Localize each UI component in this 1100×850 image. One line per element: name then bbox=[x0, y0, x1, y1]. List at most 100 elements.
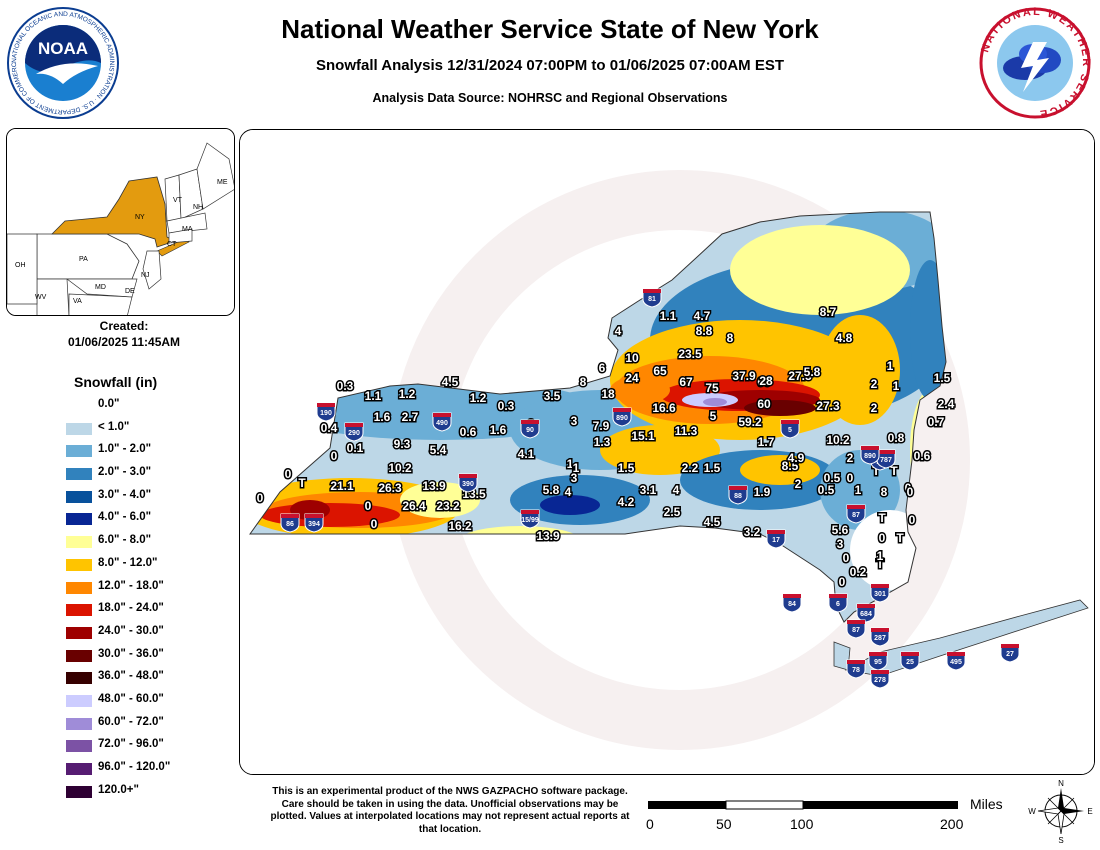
station-value: 0.3 bbox=[498, 399, 515, 413]
svg-text:WV: WV bbox=[35, 294, 47, 301]
legend-label: 30.0" - 36.0" bbox=[98, 647, 164, 660]
station-value: 1 bbox=[887, 359, 894, 373]
interstate-number: 87 bbox=[852, 512, 860, 519]
interstate-number: 6 bbox=[836, 601, 840, 608]
legend-swatch bbox=[66, 785, 92, 798]
station-value: 21.1 bbox=[330, 479, 354, 493]
interstate-shield-icon: 890 bbox=[612, 407, 632, 427]
legend-swatch bbox=[66, 717, 92, 730]
station-value: 75 bbox=[705, 381, 719, 395]
interstate-number: 490 bbox=[436, 420, 448, 427]
interstate-shield-icon: 5 bbox=[780, 419, 800, 439]
station-value: 2.7 bbox=[402, 410, 419, 424]
interstate-number: 88 bbox=[734, 493, 742, 500]
legend-label: 4.0" - 6.0" bbox=[98, 511, 152, 524]
compass-w: W bbox=[1028, 807, 1036, 816]
interstate-number: 287 bbox=[874, 635, 886, 642]
station-value: 0 bbox=[847, 471, 854, 485]
station-value: T bbox=[872, 464, 880, 478]
station-value: 1 bbox=[855, 483, 862, 497]
station-value: 0.6 bbox=[460, 425, 477, 439]
station-value: 4 bbox=[673, 483, 680, 497]
station-value: 1.5 bbox=[704, 461, 721, 475]
legend-swatch bbox=[66, 763, 92, 775]
station-value: 5 bbox=[710, 409, 717, 423]
station-value: 0.4 bbox=[321, 421, 338, 435]
legend-label: 6.0" - 8.0" bbox=[98, 534, 152, 547]
interstate-shield-icon: 15/99 bbox=[520, 509, 540, 529]
station-value: 8 bbox=[727, 331, 734, 345]
station-value: 2.2 bbox=[682, 461, 699, 475]
interstate-number: 15/99 bbox=[521, 517, 539, 524]
svg-text:VA: VA bbox=[73, 298, 82, 305]
legend-swatch bbox=[66, 740, 92, 753]
legend-label: 8.0" - 12.0" bbox=[98, 556, 158, 569]
station-value: 2 bbox=[871, 377, 878, 391]
interstate-number: 90 bbox=[526, 427, 534, 434]
station-value: 1.6 bbox=[490, 423, 507, 437]
interstate-shield-icon: 84 bbox=[782, 593, 802, 613]
station-value: 15.1 bbox=[631, 429, 655, 443]
station-value: T bbox=[298, 476, 306, 490]
legend-label: 12.0" - 18.0" bbox=[98, 579, 164, 592]
station-value: 27.5 bbox=[788, 369, 812, 383]
interstate-number: 27 bbox=[1006, 651, 1014, 658]
station-value: 65 bbox=[653, 364, 667, 378]
interstate-shield-icon: 278 bbox=[870, 669, 890, 689]
legend-label: 48.0" - 60.0" bbox=[98, 692, 164, 705]
station-value: 2.4 bbox=[938, 397, 955, 411]
noaa-logo: NATIONAL OCEANIC AND ATMOSPHERIC ADMINIS… bbox=[4, 1, 120, 120]
interstate-shield-icon: 90 bbox=[520, 419, 540, 439]
station-value: 2 bbox=[871, 401, 878, 415]
interstate-number: 25 bbox=[906, 659, 914, 666]
legend-title: Snowfall (in) bbox=[74, 374, 158, 390]
station-value: 4.5 bbox=[442, 375, 459, 389]
station-value: 1.3 bbox=[594, 435, 611, 449]
interstate-shield-icon: 287 bbox=[870, 627, 890, 647]
station-value: 1.7 bbox=[758, 435, 775, 449]
legend-label: 96.0" - 120.0" bbox=[98, 761, 171, 773]
interstate-shields: 81190290490908903908639415/9988879078789… bbox=[280, 288, 1020, 689]
interstate-shield-icon: 495 bbox=[946, 651, 966, 671]
svg-text:PA: PA bbox=[79, 256, 88, 263]
interstate-shield-icon: 95 bbox=[868, 651, 888, 671]
scale-unit-label: Miles bbox=[970, 796, 1003, 812]
station-value: 16.2 bbox=[448, 519, 472, 533]
interstate-number: 787 bbox=[880, 457, 892, 464]
station-value: 3 bbox=[571, 471, 578, 485]
station-value: 10.2 bbox=[826, 433, 850, 447]
station-value: 4.2 bbox=[618, 495, 635, 509]
analysis-period: Snowfall Analysis 12/31/2024 07:00PM to … bbox=[315, 57, 785, 74]
legend-swatch bbox=[66, 536, 92, 549]
station-value: 1 bbox=[567, 457, 574, 471]
station-value: 10 bbox=[625, 351, 639, 365]
station-value: 2 bbox=[847, 451, 854, 465]
legend-swatch bbox=[66, 422, 92, 435]
station-value: 3.2 bbox=[744, 525, 761, 539]
legend-label: 120.0+" bbox=[98, 783, 139, 796]
svg-text:NJ: NJ bbox=[141, 272, 150, 279]
station-value: 1.9 bbox=[754, 485, 771, 499]
station-value: 5.8 bbox=[543, 483, 560, 497]
svg-text:VT: VT bbox=[173, 197, 183, 204]
legend-swatch bbox=[66, 626, 92, 639]
legend-swatch bbox=[66, 558, 92, 571]
station-value: T bbox=[876, 557, 884, 571]
station-value: 7.9 bbox=[593, 419, 610, 433]
interstate-number: 394 bbox=[308, 521, 320, 528]
legend-swatch bbox=[66, 694, 92, 707]
legend-swatch bbox=[66, 604, 92, 617]
interstate-shield-icon: 394 bbox=[304, 513, 324, 533]
station-value: 1.1 bbox=[660, 309, 677, 323]
interstate-number: 5 bbox=[788, 427, 792, 434]
interstate-number: 86 bbox=[286, 521, 294, 528]
station-value: 8.8 bbox=[696, 324, 713, 338]
created-timestamp: 01/06/2025 11:45AM bbox=[67, 335, 181, 349]
station-value: 13.9 bbox=[422, 479, 446, 493]
legend-swatch bbox=[66, 581, 92, 594]
station-value: 5.8 bbox=[804, 365, 821, 379]
interstate-number: 78 bbox=[852, 667, 860, 674]
station-value: 3.1 bbox=[640, 483, 657, 497]
station-value: 4.8 bbox=[836, 331, 853, 345]
snowfall-map: 0.3 1.1 1.2 4.5 1.2 0.3 3.5 8 6 10 4 1.1 4.7 8.8 8 23.5… bbox=[239, 129, 1095, 775]
